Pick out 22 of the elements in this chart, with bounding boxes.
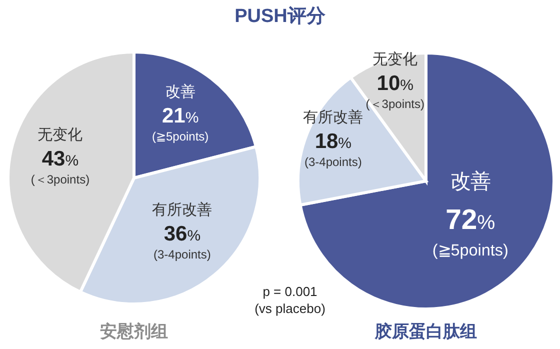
text: (＜3points) xyxy=(366,97,424,112)
data-label: 43% xyxy=(42,148,79,171)
data-label: 18% xyxy=(314,130,352,154)
data-label: 36% xyxy=(164,222,201,246)
text: p = 0.001 (vs placebo) xyxy=(254,284,326,316)
text: (＜3points) xyxy=(30,172,90,187)
slice-label: 有所改善 xyxy=(303,109,364,126)
text: 安慰剂组 xyxy=(100,322,168,341)
data-label: 21% xyxy=(162,104,199,128)
text: (≧5points) xyxy=(432,241,508,260)
slice-label: 改善 xyxy=(165,83,196,100)
chart-title: PUSH评分 xyxy=(234,5,326,27)
text: (3-4points) xyxy=(154,247,211,262)
data-label: 72% xyxy=(446,204,496,236)
slice-label: 有所改善 xyxy=(152,201,212,218)
text: (3-4points) xyxy=(304,155,362,170)
data-label: 10% xyxy=(376,72,414,96)
slice-label: 无变化 xyxy=(372,51,418,68)
slice-label: 改善 xyxy=(450,170,490,194)
text: (≧5points) xyxy=(152,129,209,144)
slice-label: 无变化 xyxy=(38,126,83,144)
text: 胶原蛋白肽组 xyxy=(374,322,477,341)
